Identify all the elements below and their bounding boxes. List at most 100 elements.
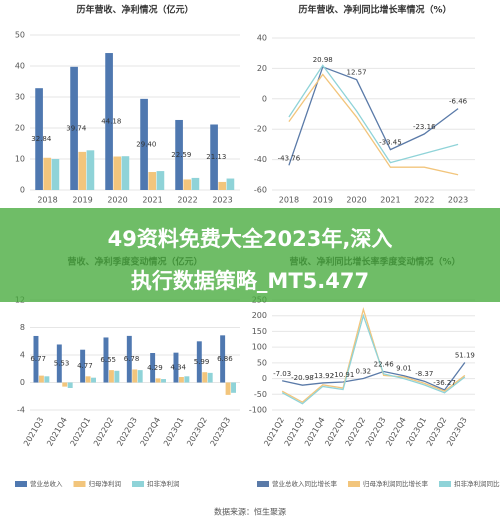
bar	[56, 344, 62, 383]
y-tick-label: 0	[20, 186, 25, 195]
x-tick-label: 2022Q3	[115, 416, 139, 448]
legend-swatch	[132, 481, 144, 487]
x-tick-label: 2023Q3	[445, 416, 469, 448]
x-tick-label: 2023	[212, 196, 232, 205]
y-tick-label: 150	[252, 327, 267, 336]
y-tick-label: 50	[15, 31, 25, 40]
y-tick-label: -40	[254, 155, 267, 164]
bar	[184, 376, 190, 383]
y-tick-label: 10	[15, 155, 25, 164]
bar	[140, 98, 148, 190]
x-tick-label: 2019	[313, 196, 333, 205]
bar	[51, 159, 60, 190]
y-tick-label: 0	[262, 374, 267, 383]
x-tick-label: 2018	[37, 196, 57, 205]
data-label: 21.13	[206, 153, 226, 161]
data-label: 0.32	[356, 367, 372, 375]
data-label: 12.57	[347, 69, 367, 77]
x-tick-label: 2023Q1	[162, 416, 186, 448]
line-series	[281, 313, 466, 405]
legend-swatch	[257, 481, 269, 487]
data-label: 4.77	[77, 362, 93, 370]
data-label: -33.45	[379, 139, 402, 147]
y-tick-label: -50	[254, 390, 267, 399]
y-tick-label: 40	[257, 34, 267, 43]
line-series	[288, 64, 459, 164]
x-tick-label: 2019	[72, 196, 92, 205]
y-tick-label: 20	[257, 64, 267, 73]
x-tick-label: 2020	[107, 196, 127, 205]
bar	[70, 66, 78, 190]
chart-title: 历年营收、净利同比增长率情况（%）	[298, 4, 451, 16]
bar	[113, 156, 122, 190]
chart-title: 历年营收、净利情况（亿元）	[76, 4, 193, 16]
legend-label: 归母净利润同比增长率	[363, 479, 429, 488]
bar	[207, 372, 213, 383]
data-label: -6.46	[449, 98, 468, 106]
bar	[150, 353, 156, 383]
y-tick-label: 20	[15, 124, 25, 133]
y-tick-label: -100	[249, 406, 267, 415]
y-tick-label: 50	[257, 358, 267, 367]
bar	[103, 337, 109, 383]
bar	[105, 53, 113, 191]
legend-swatch	[348, 481, 360, 487]
data-label: 5.99	[194, 358, 210, 366]
x-tick-label: 2020	[346, 196, 366, 205]
x-tick-label: 2023Q2	[185, 416, 209, 448]
bar	[114, 370, 120, 383]
bar	[226, 178, 235, 190]
y-tick-label: 30	[15, 93, 25, 102]
bar	[85, 376, 91, 383]
bar	[121, 156, 130, 190]
bar	[91, 377, 96, 383]
x-tick-label: 2021	[380, 196, 400, 205]
bar	[218, 181, 227, 190]
data-label: 6.77	[30, 355, 46, 363]
bar	[67, 382, 73, 388]
bar	[38, 375, 44, 383]
bar	[62, 382, 68, 387]
y-tick-label: -60	[254, 186, 267, 195]
data-label: 32.84	[31, 135, 52, 143]
x-tick-label: 2021Q4	[45, 416, 69, 448]
data-label: 51.19	[455, 351, 475, 359]
data-label: 39.74	[66, 124, 87, 132]
data-label: 44.18	[101, 118, 121, 126]
bar	[156, 171, 165, 190]
legend-label: 扣非净利润	[147, 479, 180, 488]
bar	[225, 382, 231, 395]
bar	[43, 157, 52, 190]
y-tick-label: 8	[20, 323, 25, 332]
data-label: 20.98	[313, 56, 333, 64]
bar	[231, 382, 236, 393]
bar	[108, 370, 114, 383]
data-label: -23.16	[413, 123, 436, 131]
line-series	[282, 362, 466, 391]
data-label: 4.29	[147, 364, 163, 372]
data-label: 9.01	[396, 365, 412, 373]
legend-swatch	[15, 481, 27, 487]
bar	[178, 377, 184, 383]
bar	[161, 379, 166, 383]
x-tick-label: 2022Q2	[92, 416, 116, 448]
y-tick-label: 100	[252, 343, 267, 352]
bar	[196, 341, 202, 383]
data-label: -7.03	[273, 370, 291, 378]
bar	[137, 370, 143, 383]
bar	[78, 151, 87, 190]
x-tick-label: 2023	[448, 196, 468, 205]
y-tick-label: 0	[262, 94, 267, 103]
data-label: 22.59	[171, 151, 191, 159]
legend-swatch	[73, 481, 86, 487]
y-tick-label: 0	[20, 378, 25, 387]
data-label: -13.92	[311, 372, 334, 380]
data-label: 6.78	[124, 355, 140, 363]
bar	[220, 335, 226, 383]
bar	[35, 88, 43, 190]
bar	[33, 335, 39, 383]
y-tick-label: -4	[17, 406, 25, 415]
data-label: 29.40	[136, 140, 156, 148]
banner-line: 49资料免费大全2023年,深入	[108, 227, 393, 251]
